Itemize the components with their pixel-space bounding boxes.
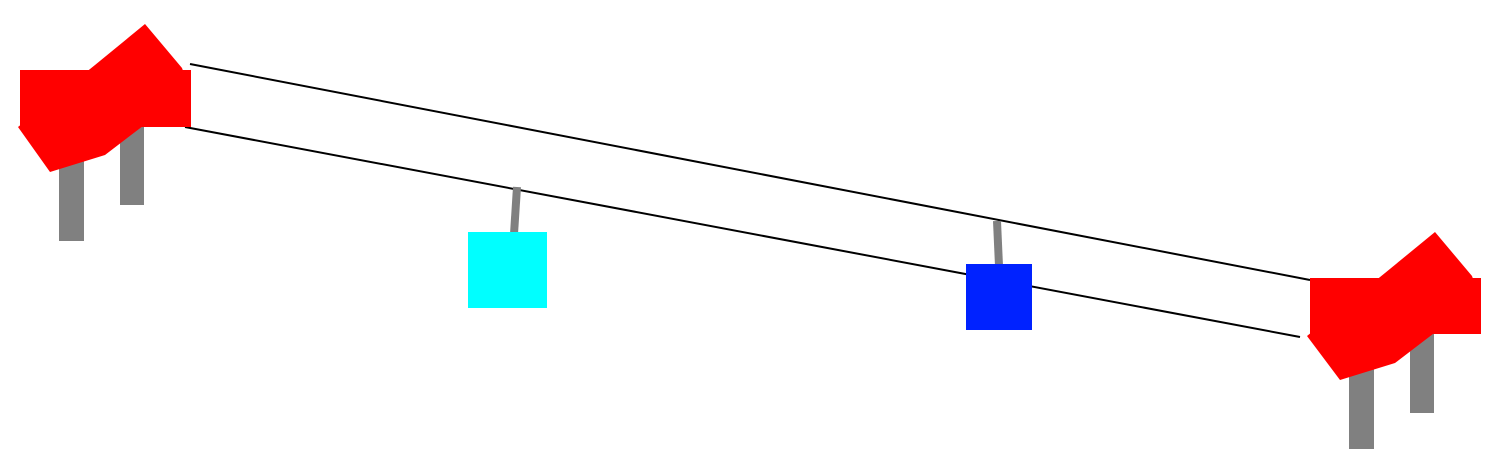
- cyan-cabin-body: [468, 232, 547, 308]
- left-station-roof: [18, 24, 190, 172]
- cyan-cabin: [468, 186, 547, 308]
- blue-cabin-hanger: [993, 220, 1003, 267]
- cyan-cabin-hanger: [510, 186, 521, 235]
- blue-cabin: [966, 220, 1032, 330]
- upper-cable: [189, 63, 1311, 281]
- left-station: [18, 24, 191, 241]
- right-station: [1307, 232, 1481, 449]
- lower-cable: [184, 126, 1301, 338]
- blue-cabin-body: [966, 264, 1032, 330]
- right-station-roof: [1307, 232, 1480, 380]
